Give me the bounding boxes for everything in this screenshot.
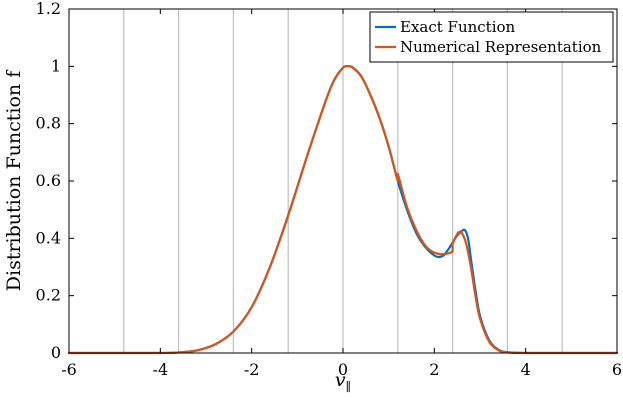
legend-label-numerical-representation: Numerical Representation xyxy=(400,38,602,56)
x-tick-label-4: 2 xyxy=(429,360,439,379)
legend-label-exact-function: Exact Function xyxy=(400,18,516,36)
y-tick-label-3: 0.6 xyxy=(36,171,61,190)
series-lines xyxy=(67,65,619,355)
y-tick-label-2: 0.4 xyxy=(36,228,61,247)
y-tick-label-6: 1.2 xyxy=(36,0,61,18)
y-tick-label-0: 0 xyxy=(51,343,61,362)
y-tick-label-4: 0.8 xyxy=(36,114,61,133)
x-axis-label: v∥ xyxy=(335,369,351,394)
x-tick-label-3: 0 xyxy=(338,360,348,379)
y-tick-label-5: 1 xyxy=(51,56,61,75)
x-tick-label-2: -2 xyxy=(244,360,260,379)
x-axis-label-main: v xyxy=(335,369,346,391)
x-tick-label-5: 4 xyxy=(521,360,531,379)
x-tick-label-6: 6 xyxy=(612,360,622,379)
x-axis-label-subscript: ∥ xyxy=(346,380,352,394)
x-tick-label-0: -6 xyxy=(61,360,77,379)
x-tick-label-1: -4 xyxy=(153,360,169,379)
legend: Exact Function Numerical Representation xyxy=(369,11,614,63)
y-axis-label: Distribution Function f xyxy=(3,69,25,291)
axis-ticks: -6 -4 -2 0 2 4 6 0 0.2 0.4 0.6 0.8 1 1.2 xyxy=(36,0,623,379)
y-tick-label-1: 0.2 xyxy=(36,286,61,305)
series-line-numerical-representation xyxy=(67,65,619,355)
legend-box xyxy=(369,11,614,63)
